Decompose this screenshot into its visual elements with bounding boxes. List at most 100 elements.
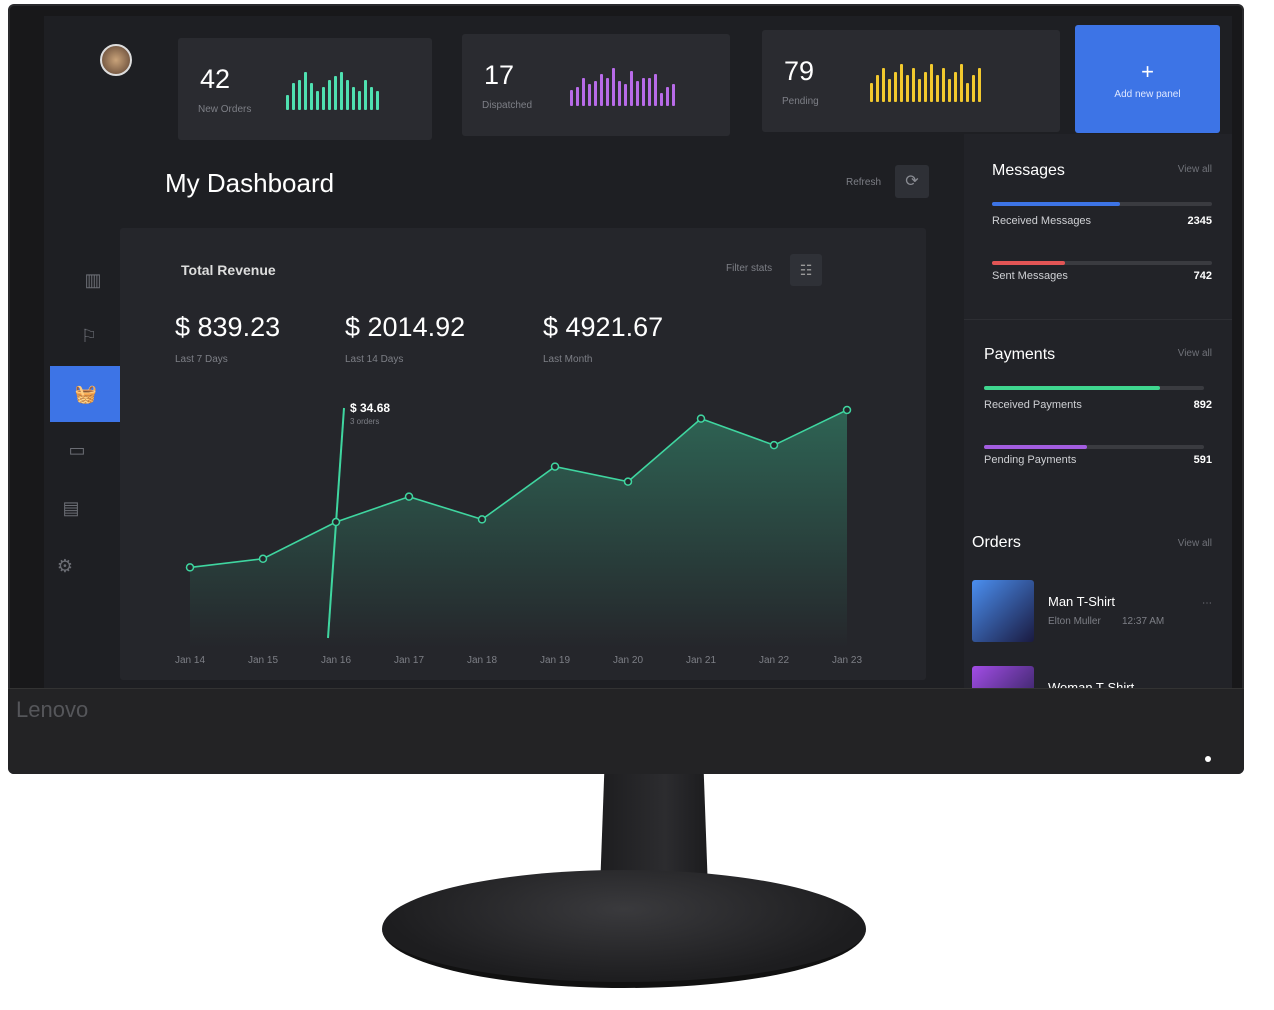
power-led	[1205, 756, 1211, 762]
spark-bar	[292, 83, 295, 110]
payments-view-all-link[interactable]: View all	[1177, 348, 1212, 359]
page-title: My Dashboard	[165, 168, 335, 198]
refresh-button[interactable]: ⟳	[895, 165, 929, 198]
tooltip-value: $ 34.68	[350, 401, 391, 415]
stat-sparkbars	[286, 70, 379, 110]
order-time: 12:37 AM	[1122, 616, 1165, 627]
progress-fill	[984, 445, 1088, 449]
data-point[interactable]	[842, 405, 852, 415]
progress-label: Received Messages	[992, 215, 1092, 227]
spark-bar	[636, 80, 639, 106]
revenue-summary-value: $ 2014.92	[345, 312, 466, 342]
data-point[interactable]	[477, 515, 487, 524]
data-point[interactable]	[769, 440, 779, 450]
spark-bar	[918, 79, 921, 102]
data-point[interactable]	[623, 477, 633, 486]
spark-bar	[588, 83, 591, 106]
spark-bar	[666, 87, 669, 106]
spark-bar	[328, 79, 331, 110]
document-icon[interactable]: ▤	[62, 498, 80, 518]
revenue-chart: Jan 14 Jan 15 Jan 16 Jan 17 Jan 18 Jan 19 Jan …	[175, 405, 862, 666]
spark-bar	[954, 71, 957, 102]
sidebar-item-active[interactable]: 🧺	[50, 366, 122, 422]
more-icon[interactable]: ⋯	[1202, 598, 1212, 609]
order-customer: Elton Muller	[1048, 616, 1101, 627]
spark-bar	[322, 87, 325, 110]
progress-bar	[992, 202, 1212, 206]
stat-value: 79	[784, 56, 815, 86]
area-fill	[190, 409, 847, 648]
progress-bar	[984, 386, 1204, 390]
stat-card[interactable]: 79 Pending	[762, 30, 1060, 132]
orders-title: Orders	[972, 534, 1021, 551]
spark-bar	[286, 94, 289, 110]
progress-value: 892	[1193, 399, 1212, 411]
data-point[interactable]	[185, 563, 195, 572]
spark-bar	[972, 75, 975, 102]
data-point[interactable]	[550, 462, 560, 471]
x-tick-label: Jan 21	[686, 655, 716, 666]
spark-bar	[298, 79, 301, 110]
spark-bar	[948, 79, 951, 102]
spark-bar	[624, 83, 627, 106]
divider	[964, 319, 1232, 320]
spark-bar	[900, 64, 903, 102]
messages-view-all-link[interactable]: View all	[1177, 164, 1212, 175]
spark-bar	[612, 68, 615, 106]
progress-fill	[992, 202, 1120, 206]
stat-card[interactable]: 42 New Orders	[178, 38, 432, 140]
revenue-summary-label: Last 7 Days	[175, 354, 228, 365]
stat-card[interactable]: 17 Dispatched	[462, 34, 730, 136]
data-point[interactable]	[404, 492, 414, 501]
spark-bar	[936, 75, 939, 102]
stat-label: Pending	[782, 96, 819, 107]
progress-bar	[992, 261, 1212, 265]
data-point[interactable]	[331, 517, 341, 527]
data-point[interactable]	[696, 414, 706, 423]
spark-bar	[912, 67, 915, 102]
spark-bar	[654, 74, 657, 106]
stat-label: New Orders	[198, 104, 252, 115]
spark-bar	[894, 71, 897, 102]
add-new-panel-button[interactable]: + Add new panel	[1075, 25, 1220, 133]
x-tick-label: Jan 20	[613, 655, 643, 666]
orders-view-all-link[interactable]: View all	[1177, 538, 1212, 549]
spark-bar	[606, 77, 609, 106]
spark-bar	[648, 77, 651, 106]
monitor-chin	[8, 688, 1244, 774]
order-item[interactable]: Man T-Shirt Elton Muller 12:37 AM ⋯	[972, 580, 1212, 644]
spark-bar	[576, 87, 579, 106]
order-item[interactable]: Woman T-Shirt ⋯	[972, 666, 1212, 688]
spark-bar	[966, 83, 969, 102]
screen-icon[interactable]: ▭	[68, 440, 86, 460]
toggle-icon: ☷	[799, 262, 813, 278]
more-icon[interactable]: ⋯	[1202, 684, 1212, 688]
x-tick-label: Jan 23	[832, 655, 862, 666]
spark-bar	[340, 72, 343, 110]
data-point[interactable]	[258, 554, 268, 564]
progress-fill	[984, 386, 1160, 390]
spark-bar	[978, 67, 981, 102]
signpost-icon[interactable]: ⚐	[80, 326, 98, 346]
progress-value: 2345	[1187, 215, 1212, 227]
chart-icon[interactable]: ▥	[84, 270, 102, 290]
spark-bar	[370, 87, 373, 110]
spark-bar	[334, 75, 337, 110]
spark-bar	[870, 83, 873, 102]
spark-bar	[570, 90, 573, 106]
filter-stats-button[interactable]: ☷	[790, 254, 822, 286]
order-name: Man T-Shirt	[1048, 594, 1115, 609]
settings-icon[interactable]: ⚙	[56, 556, 74, 576]
product-thumbnail	[972, 666, 1034, 688]
spark-bar	[310, 83, 313, 110]
avatar[interactable]	[100, 44, 132, 76]
spark-bar	[876, 75, 879, 102]
spark-bar	[352, 87, 355, 110]
spark-bar	[882, 67, 885, 102]
basket-icon: 🧺	[74, 383, 98, 404]
progress-value: 742	[1193, 270, 1212, 282]
revenue-panel: Total Revenue Filter stats ☷ $ 839.23 Las…	[120, 228, 926, 680]
stat-label: Dispatched	[482, 100, 533, 111]
revenue-summary-value: $ 4921.67	[543, 312, 664, 342]
stat-value: 42	[200, 64, 231, 94]
